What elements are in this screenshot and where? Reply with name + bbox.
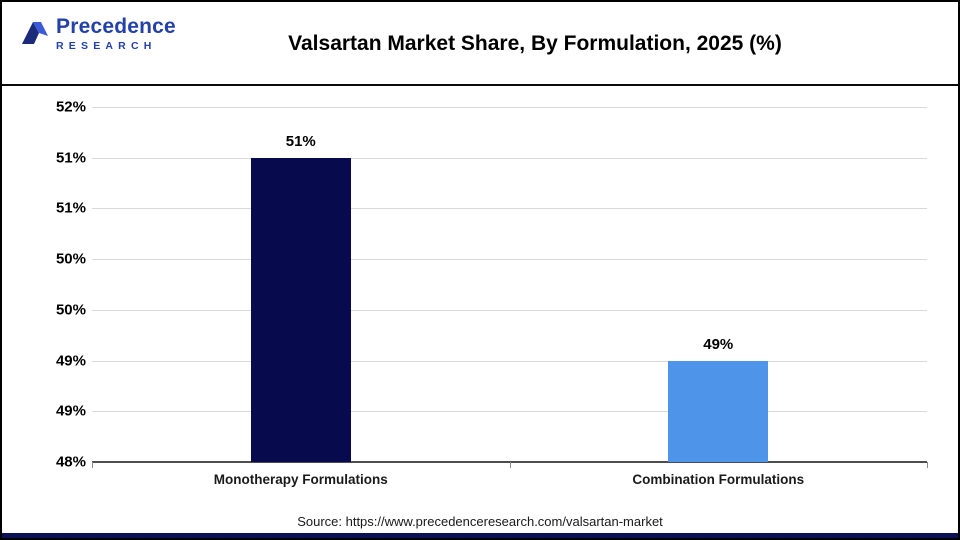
y-tick-label: 48% xyxy=(55,453,86,471)
y-tick-label: 49% xyxy=(55,402,86,420)
bar-value-label-monotherapy-formulations: 51% xyxy=(285,132,316,150)
gridline xyxy=(92,411,927,413)
category-label-combination-formulations: Combination Formulations xyxy=(632,472,805,487)
bar-value-label-combination-formulations: 49% xyxy=(703,335,734,353)
y-tick-label: 50% xyxy=(55,301,86,319)
gridline xyxy=(92,208,927,210)
source-text: Source: https://www.precedenceresearch.c… xyxy=(297,514,663,529)
category-label-monotherapy-formulations: Monotherapy Formulations xyxy=(213,472,388,487)
y-tick-label: 51% xyxy=(55,149,86,167)
bottom-accent-bar xyxy=(2,533,958,538)
precedence-research-logo: Precedence RESEARCH xyxy=(20,15,176,53)
logo-subtitle: RESEARCH xyxy=(56,40,157,52)
logo-mountain-icon xyxy=(22,22,48,44)
gridline xyxy=(92,157,927,159)
chart-title: Valsartan Market Share, By Formulation, … xyxy=(288,32,782,55)
gridline xyxy=(92,259,927,261)
gridline xyxy=(92,107,927,108)
y-tick-label: 52% xyxy=(55,98,86,116)
x-axis-tick xyxy=(927,462,928,468)
x-axis-tick xyxy=(509,462,511,468)
y-tick-label: 51% xyxy=(55,199,86,217)
gridline xyxy=(92,360,927,362)
logo-text: Precedence RESEARCH xyxy=(56,15,176,53)
x-axis-tick xyxy=(92,462,93,468)
logo-wordmark: Precedence xyxy=(56,15,176,38)
y-tick-label: 50% xyxy=(55,250,86,268)
bar-combination-formulations xyxy=(668,360,769,462)
y-tick-label: 49% xyxy=(55,352,86,370)
bar-monotherapy-formulations xyxy=(250,157,351,462)
header: Precedence RESEARCH Valsartan Market Sha… xyxy=(2,2,958,86)
gridline xyxy=(92,309,927,311)
